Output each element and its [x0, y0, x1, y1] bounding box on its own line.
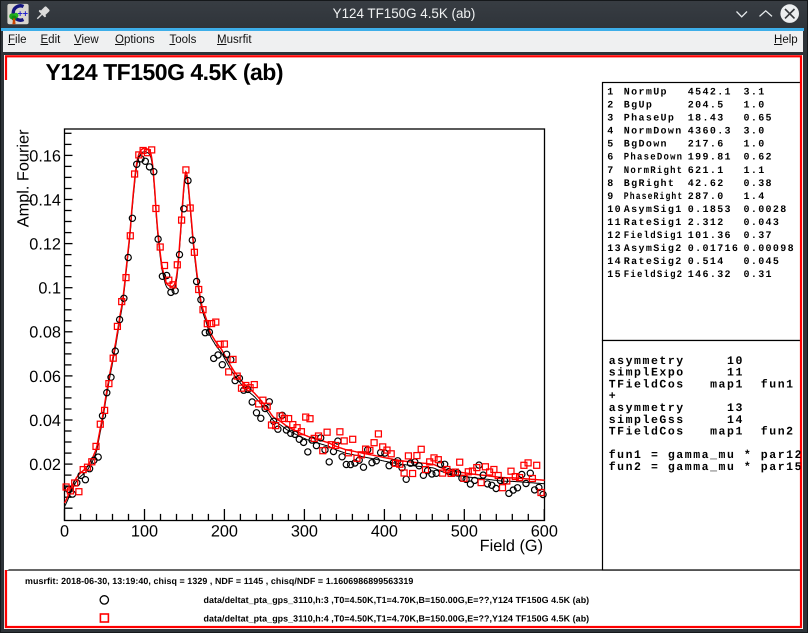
svg-text:14: 14 [607, 257, 622, 268]
svg-text:BgDown: BgDown [624, 140, 668, 151]
svg-text:0.1853: 0.1853 [688, 205, 732, 216]
svg-text:100: 100 [131, 522, 158, 540]
svg-text:1.4: 1.4 [744, 192, 766, 203]
svg-text:0.65: 0.65 [744, 114, 773, 125]
svg-text:fun1 = gamma_mu * par12: fun1 = gamma_mu * par12 [609, 449, 803, 462]
svg-text:0: 0 [60, 522, 69, 540]
svg-text:0.514: 0.514 [688, 257, 725, 268]
svg-text:7: 7 [607, 166, 614, 177]
svg-text:5: 5 [607, 140, 614, 151]
svg-text:200: 200 [211, 522, 238, 540]
svg-text:FieldSig1: FieldSig1 [624, 230, 684, 242]
svg-text:AsymSig1: AsymSig1 [624, 204, 683, 216]
svg-text:++: ++ [18, 9, 29, 19]
svg-text:Field (G): Field (G) [480, 537, 543, 555]
svg-text:3.1: 3.1 [744, 88, 766, 99]
svg-text:asymmetry 13: asymmetry 13 [609, 402, 744, 415]
svg-text:1.0: 1.0 [744, 101, 766, 112]
svg-text:FieldSig2: FieldSig2 [624, 269, 684, 281]
svg-text:asymmetry 10: asymmetry 10 [609, 355, 744, 368]
svg-text:217.6: 217.6 [688, 140, 725, 151]
svg-text:0.04: 0.04 [29, 412, 61, 430]
svg-text:data/deltat_pta_gps_3110,h:3 ,: data/deltat_pta_gps_3110,h:3 ,T0=4.50K,T… [204, 595, 590, 605]
svg-text:NormRight: NormRight [624, 165, 684, 177]
svg-text:146.32: 146.32 [688, 270, 732, 281]
svg-text:Y124 TF150G 4.5K (ab): Y124 TF150G 4.5K (ab) [46, 59, 284, 85]
svg-text:18.43: 18.43 [688, 114, 725, 125]
svg-text:0.16: 0.16 [29, 147, 61, 165]
svg-text:12: 12 [607, 231, 622, 242]
svg-text:6: 6 [607, 153, 614, 164]
svg-text:10: 10 [607, 205, 622, 216]
svg-text:2.312: 2.312 [688, 218, 725, 229]
svg-text:musrfit: 2018-06-30, 13:19:40,: musrfit: 2018-06-30, 13:19:40, chisq = 1… [25, 576, 413, 586]
svg-text:RateSig1: RateSig1 [624, 217, 683, 229]
svg-text:PhaseDown: PhaseDown [624, 152, 684, 164]
svg-text:3.0: 3.0 [744, 127, 766, 138]
svg-text:simplExpo 11: simplExpo 11 [609, 367, 744, 380]
svg-text:BgRight: BgRight [624, 178, 675, 190]
svg-text:42.62: 42.62 [688, 179, 725, 190]
svg-text:0.1: 0.1 [38, 280, 61, 298]
svg-text:simpleGss 14: simpleGss 14 [609, 414, 744, 427]
svg-text:0.08: 0.08 [29, 324, 61, 342]
svg-text:RateSig2: RateSig2 [624, 256, 683, 268]
svg-text:fun2 = gamma_mu * par15: fun2 = gamma_mu * par15 [609, 461, 803, 474]
svg-text:13: 13 [607, 244, 622, 255]
svg-text:0.02: 0.02 [29, 456, 61, 474]
svg-text:0.31: 0.31 [744, 270, 773, 281]
svg-text:AsymSig2: AsymSig2 [624, 243, 683, 255]
svg-text:1.1: 1.1 [744, 166, 766, 177]
svg-text:0.06: 0.06 [29, 368, 61, 386]
svg-text:TFieldCos map1 fun2: TFieldCos map1 fun2 [609, 426, 795, 439]
svg-text:287.0: 287.0 [688, 192, 725, 203]
svg-text:0.0028: 0.0028 [744, 205, 788, 216]
svg-text:0.045: 0.045 [744, 257, 781, 268]
svg-text:PhaseRight: PhaseRight [624, 191, 684, 203]
svg-text:101.36: 101.36 [688, 231, 732, 242]
svg-text:400: 400 [371, 522, 398, 540]
svg-text:204.5: 204.5 [688, 101, 725, 112]
svg-text:199.81: 199.81 [688, 153, 732, 164]
svg-text:621.1: 621.1 [688, 166, 725, 177]
svg-text:PhaseUp: PhaseUp [624, 113, 675, 125]
svg-text:data/deltat_pta_gps_3110,h:4 ,: data/deltat_pta_gps_3110,h:4 ,T0=4.50K,T… [204, 614, 590, 624]
svg-text:0.00098: 0.00098 [744, 244, 795, 255]
svg-text:Ampl. Fourier: Ampl. Fourier [15, 129, 33, 227]
svg-text:4360.3: 4360.3 [688, 127, 732, 138]
svg-text:2: 2 [607, 101, 614, 112]
svg-text:BgUp: BgUp [624, 101, 653, 112]
svg-text:300: 300 [291, 522, 318, 540]
svg-text:NormDown: NormDown [624, 127, 683, 138]
svg-text:+: + [609, 390, 617, 403]
svg-text:8: 8 [607, 179, 614, 190]
svg-text:600: 600 [531, 522, 558, 540]
svg-text:11: 11 [607, 218, 622, 229]
svg-text:0.043: 0.043 [744, 218, 781, 229]
svg-text:4: 4 [607, 127, 614, 138]
svg-text:0.38: 0.38 [744, 179, 773, 190]
svg-text:0.12: 0.12 [29, 236, 61, 254]
svg-text:4542.1: 4542.1 [688, 88, 732, 99]
svg-text:NormUp: NormUp [624, 88, 668, 99]
svg-text:TFieldCos map1 fun1: TFieldCos map1 fun1 [609, 378, 795, 391]
svg-text:500: 500 [451, 522, 478, 540]
svg-text:9: 9 [607, 192, 614, 203]
svg-text:3: 3 [607, 114, 614, 125]
svg-text:0.01716: 0.01716 [688, 244, 739, 255]
svg-text:0.37: 0.37 [744, 231, 773, 242]
svg-text:1.0: 1.0 [744, 140, 766, 151]
svg-text:0.62: 0.62 [744, 153, 773, 164]
svg-text:0.14: 0.14 [29, 191, 61, 209]
svg-text:15: 15 [607, 270, 622, 281]
svg-text:1: 1 [607, 88, 614, 99]
